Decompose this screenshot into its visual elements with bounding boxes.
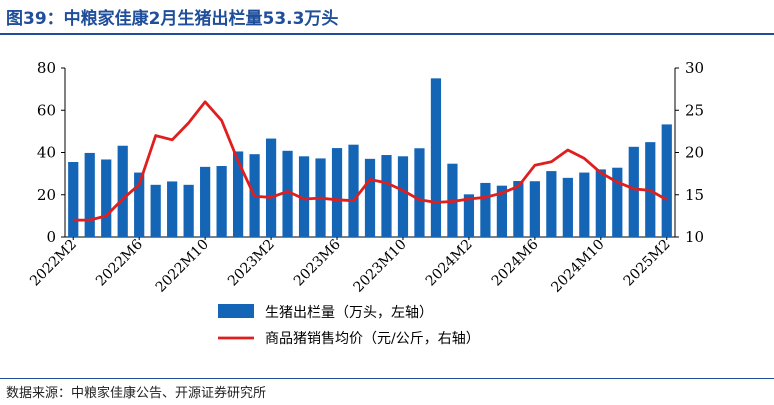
right-tick-label: 10 bbox=[685, 228, 704, 246]
bar-2022M5 bbox=[117, 145, 128, 237]
bar-2022M7 bbox=[150, 184, 161, 237]
bar-2022M8 bbox=[167, 181, 178, 237]
bar-2024M10 bbox=[595, 169, 606, 237]
legend: 生猪出栏量（万头，左轴） 商品猪销售均价（元/公斤，右轴） bbox=[218, 304, 480, 347]
line-series bbox=[73, 100, 668, 222]
bar-2023M10 bbox=[397, 156, 409, 237]
bar-2023M8 bbox=[364, 158, 376, 237]
bar-2022M3 bbox=[84, 152, 95, 237]
footer-rule bbox=[0, 378, 774, 379]
title-rule bbox=[0, 33, 774, 35]
x-tick-label: 2025M2 bbox=[621, 237, 674, 290]
left-tick-label: 40 bbox=[37, 144, 56, 162]
bar-2024M6 bbox=[529, 181, 540, 237]
source-note: 数据来源：中粮家佳康公告、开源证券研究所 bbox=[6, 386, 267, 401]
x-tick-label: 2023M10 bbox=[351, 237, 410, 296]
bar-2024M3 bbox=[480, 182, 491, 237]
bar-2024M12 bbox=[628, 146, 639, 237]
legend-swatch-bars bbox=[218, 304, 254, 318]
bar-2023M7 bbox=[348, 144, 359, 237]
bar-2023M11 bbox=[414, 148, 425, 237]
x-tick-label: 2022M10 bbox=[153, 237, 212, 296]
bar-series bbox=[68, 78, 672, 237]
legend-label-bars: 生猪出栏量（万头，左轴） bbox=[265, 305, 433, 321]
right-tick-label: 25 bbox=[685, 101, 704, 119]
bar-2024M11 bbox=[612, 167, 623, 237]
legend-label-line: 商品猪销售均价（元/公斤，右轴） bbox=[265, 331, 480, 347]
bar-2022M9 bbox=[183, 184, 194, 237]
bar-2024M2 bbox=[463, 194, 475, 237]
bar-2024M5 bbox=[513, 181, 524, 237]
x-tick-label: 2024M2 bbox=[423, 237, 476, 290]
bar-2025M2 bbox=[661, 124, 672, 237]
right-tick-label: 20 bbox=[685, 144, 704, 162]
left-tick-label: 20 bbox=[37, 186, 56, 204]
bar-2023M4 bbox=[298, 156, 310, 237]
x-tick-label: 2023M6 bbox=[291, 236, 344, 289]
bar-2022M12 bbox=[232, 151, 244, 237]
bar-2022M6 bbox=[134, 172, 145, 237]
bar-2023M9 bbox=[381, 155, 392, 237]
bar-2023M12 bbox=[430, 78, 442, 237]
right-tick-label: 15 bbox=[685, 186, 704, 204]
bar-2022M2 bbox=[68, 162, 79, 237]
price-line bbox=[73, 100, 668, 222]
bar-2024M9 bbox=[579, 172, 590, 237]
bar-2024M4 bbox=[496, 185, 508, 237]
left-tick-label: 0 bbox=[46, 228, 56, 246]
x-tick-label: 2023M2 bbox=[225, 237, 278, 290]
bar-2024M8 bbox=[562, 177, 573, 237]
x-tick-label: 2022M6 bbox=[93, 236, 146, 289]
bar-2022M10 bbox=[200, 166, 211, 237]
bar-2022M11 bbox=[216, 166, 227, 237]
bar-2024M7 bbox=[546, 171, 557, 237]
chart-title: 图39：中粮家佳康2月生猪出栏量53.3万头 bbox=[6, 9, 339, 29]
bar-2022M4 bbox=[101, 159, 112, 237]
bar-2023M2 bbox=[265, 138, 277, 237]
right-tick-label: 30 bbox=[685, 59, 704, 77]
x-tick-label: 2024M6 bbox=[489, 236, 542, 289]
bar-2023M3 bbox=[282, 150, 293, 237]
x-tick-label: 2024M10 bbox=[548, 237, 607, 296]
bar-2023M6 bbox=[331, 148, 343, 237]
left-tick-label: 60 bbox=[37, 101, 56, 119]
left-tick-label: 80 bbox=[37, 59, 56, 77]
